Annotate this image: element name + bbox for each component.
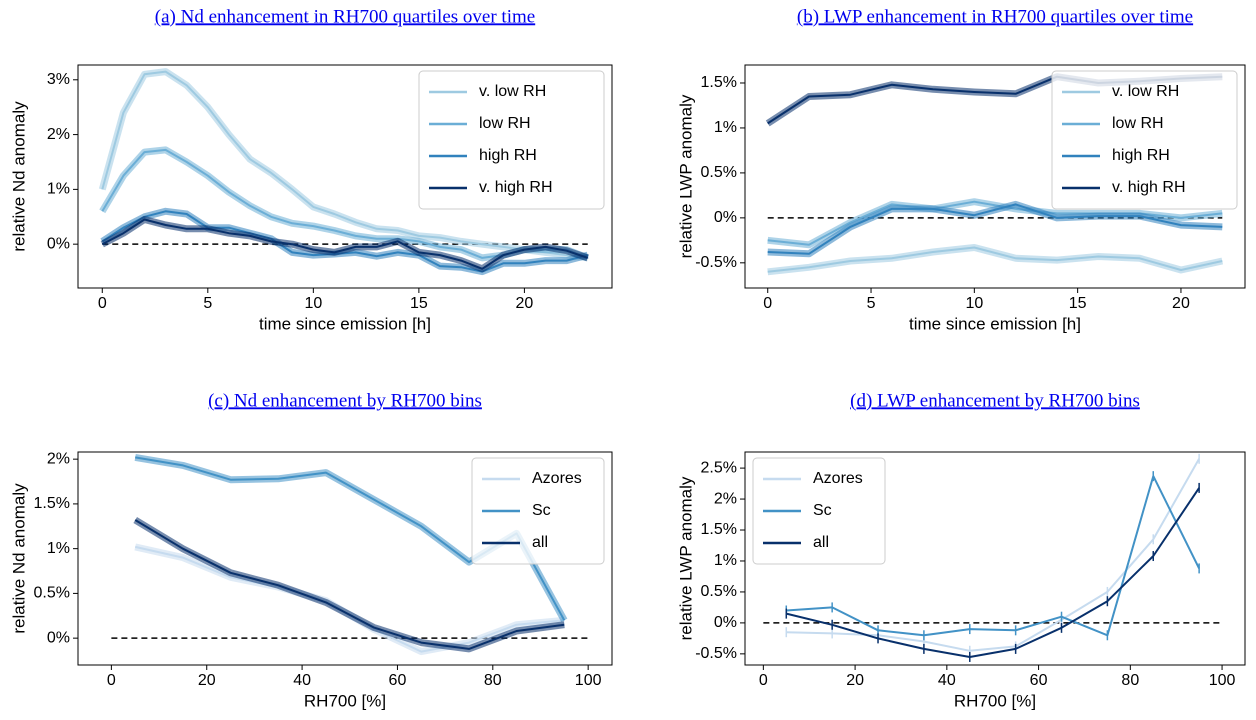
x-tick-label: 20 (846, 672, 864, 689)
legend-box (418, 70, 605, 210)
y-tick-label: 1% (47, 181, 70, 198)
legend-label: v. high RH (479, 179, 553, 196)
legend-label: Sc (813, 502, 832, 519)
y-tick-label: 1% (47, 540, 70, 557)
x-axis-label: time since emission [h] (259, 314, 431, 333)
legend-label: low RH (479, 115, 531, 132)
plot-frame (744, 451, 1246, 666)
x-tick-label: 15 (1069, 295, 1087, 312)
x-axis-label: RH700 [%] (304, 691, 386, 710)
x-tick-label: 5 (203, 295, 212, 312)
y-tick-label: 2% (47, 450, 70, 467)
series-line (101, 70, 588, 259)
x-tick-label: 40 (293, 672, 311, 689)
y-tick-label: 1% (714, 552, 737, 569)
x-tick-label: 0 (759, 672, 768, 689)
legend-box (752, 457, 886, 565)
y-tick-label: 0% (47, 629, 70, 646)
x-tick-label: 5 (867, 295, 876, 312)
y-tick-label: 0% (714, 209, 737, 226)
y-tick-label: 1% (714, 119, 737, 136)
x-tick-label: 20 (1172, 295, 1190, 312)
x-tick-label: 0 (98, 295, 107, 312)
legend-label: low RH (1112, 115, 1164, 132)
x-tick-label: 60 (389, 672, 407, 689)
x-tick-label: 80 (1121, 672, 1139, 689)
legend-label: v. low RH (1112, 83, 1179, 100)
y-axis-label: relative Nd anomaly (9, 483, 28, 634)
y-tick-label: 3% (47, 71, 70, 88)
series-line (101, 218, 589, 270)
y-tick-label: -0.5% (695, 645, 737, 662)
y-axis-label: relative Nd anomaly (9, 101, 28, 252)
chart-title: (c) Nd enhancement by RH700 bins (208, 390, 482, 411)
x-tick-label: 20 (198, 672, 216, 689)
y-tick-label: 1.5% (34, 495, 70, 512)
series-line (786, 475, 1200, 637)
chart-title: (a) Nd enhancement in RH700 quartiles ov… (155, 6, 535, 27)
x-tick-label: 60 (1030, 672, 1048, 689)
y-tick-label: 0% (714, 614, 737, 631)
y-tick-label: 1.5% (701, 521, 737, 538)
legend-label: Sc (532, 502, 551, 519)
chart-title: (d) LWP enhancement by RH700 bins (850, 390, 1140, 411)
series-line (767, 203, 1223, 255)
y-tick-label: 0% (47, 235, 70, 252)
x-axis-label: time since emission [h] (909, 314, 1081, 333)
y-tick-label: 0.5% (701, 583, 737, 600)
x-tick-label: 100 (1209, 672, 1236, 689)
series-line (786, 487, 1200, 658)
legend-label: Azores (532, 470, 582, 487)
legend-label: high RH (479, 147, 537, 164)
legend-box (471, 457, 605, 565)
legend-label: v. low RH (479, 83, 546, 100)
x-axis-label: RH700 [%] (954, 691, 1036, 710)
y-tick-label: 2% (714, 490, 737, 507)
legend-label: Azores (813, 470, 863, 487)
x-tick-label: 100 (575, 672, 602, 689)
chart-title: (b) LWP enhancement in RH700 quartiles o… (797, 6, 1193, 27)
y-tick-label: 0.5% (701, 164, 737, 181)
series-band (767, 244, 1224, 276)
x-tick-label: 20 (516, 295, 534, 312)
plot-frame (77, 451, 613, 666)
x-tick-label: 0 (107, 672, 116, 689)
x-tick-label: 10 (304, 295, 322, 312)
y-tick-label: 1.5% (701, 74, 737, 91)
legend-label: all (813, 534, 829, 551)
series-line (767, 246, 1223, 273)
y-tick-label: 2% (47, 126, 70, 143)
legend-label: high RH (1112, 147, 1170, 164)
x-tick-label: 0 (763, 295, 772, 312)
x-tick-label: 10 (965, 295, 983, 312)
y-axis-label: relative LWP anomaly (676, 476, 695, 640)
legend-label: all (532, 534, 548, 551)
series-line (134, 519, 565, 650)
y-tick-label: -0.5% (695, 254, 737, 271)
legend-box (1051, 70, 1238, 210)
plot-frame (77, 64, 613, 289)
y-tick-label: 2.5% (701, 459, 737, 476)
y-axis-label: relative LWP anomaly (676, 94, 695, 258)
y-tick-label: 0.5% (34, 585, 70, 602)
plot-frame (744, 64, 1246, 289)
series-line (786, 458, 1200, 652)
x-tick-label: 40 (938, 672, 956, 689)
legend-label: v. high RH (1112, 179, 1186, 196)
x-tick-label: 15 (410, 295, 428, 312)
x-tick-label: 80 (484, 672, 502, 689)
